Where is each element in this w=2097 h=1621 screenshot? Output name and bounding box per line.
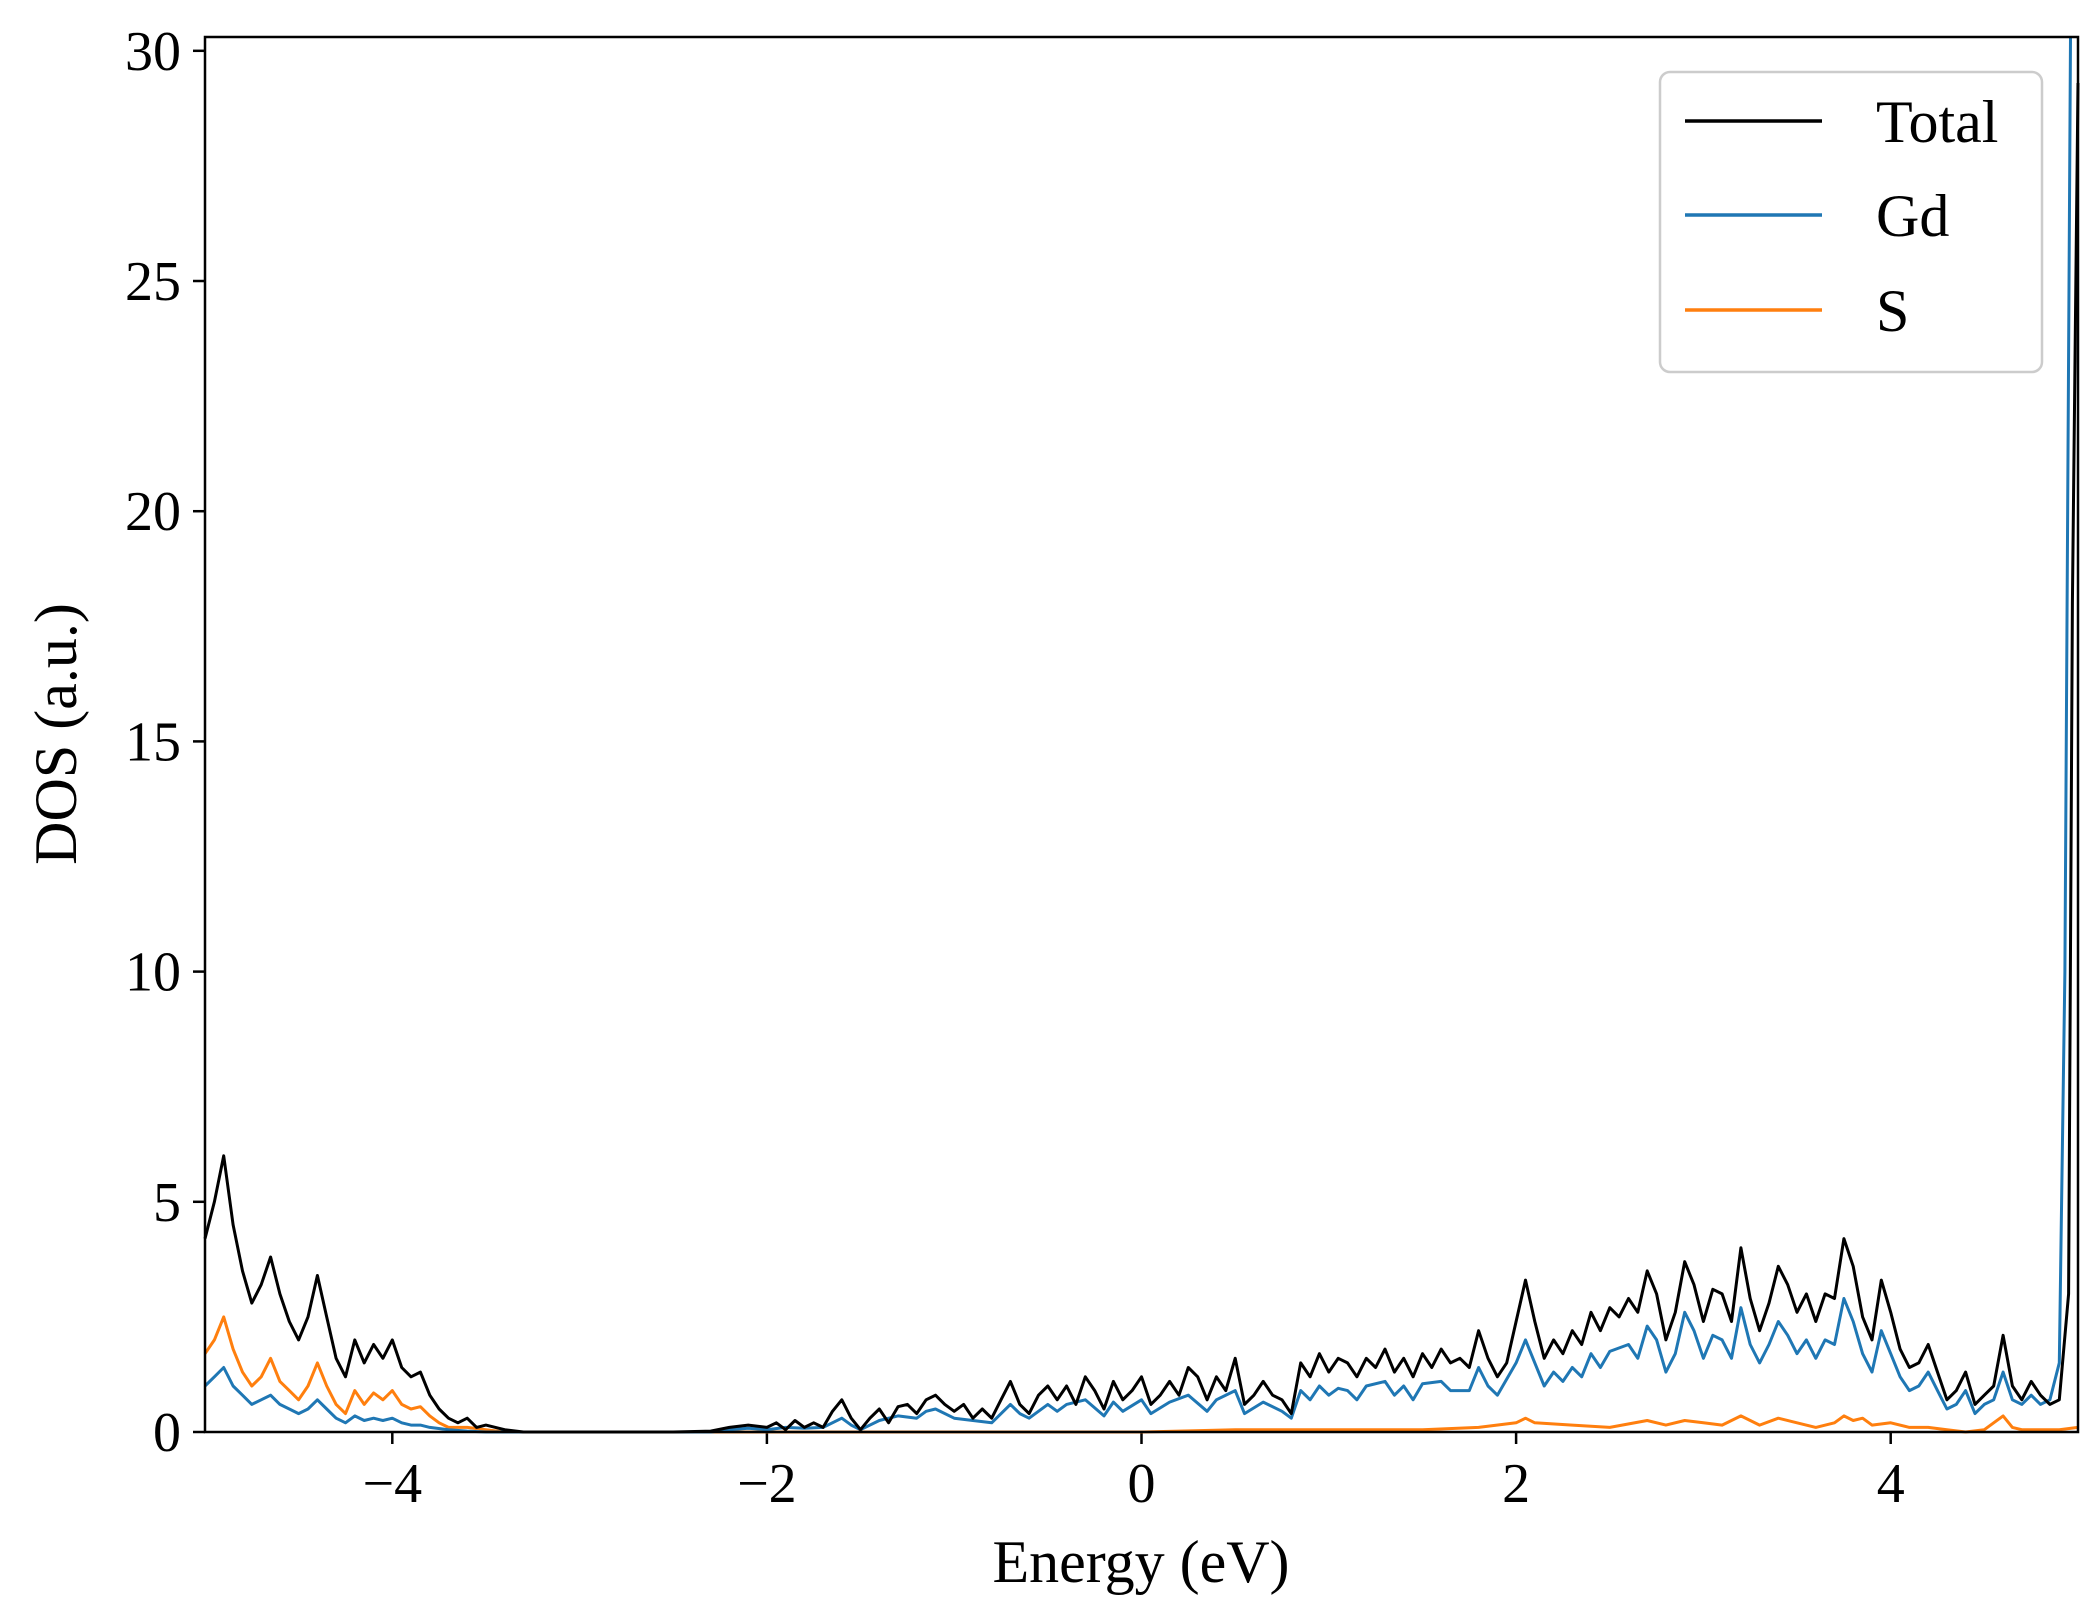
y-tick-label: 0 xyxy=(153,1402,181,1464)
x-tick-label: −4 xyxy=(363,1453,423,1515)
y-tick-label: 25 xyxy=(125,251,181,313)
x-tick-label: 4 xyxy=(1877,1453,1905,1515)
x-tick-label: −2 xyxy=(737,1453,797,1515)
series-line-s xyxy=(203,1315,2079,1434)
ticks-layer: −4 −2 0 2 4 0 5 10 15 20 25 30 xyxy=(125,21,1905,1515)
plot-frame xyxy=(203,35,2080,1434)
series-layer xyxy=(203,36,2080,1434)
series-line-gd xyxy=(203,36,2072,1434)
legend-label-s: S xyxy=(1876,278,1909,344)
legend-label-total: Total xyxy=(1876,89,1998,155)
y-tick-label: 15 xyxy=(125,711,181,773)
y-tick-label: 30 xyxy=(125,21,181,83)
legend-label-gd: Gd xyxy=(1876,183,1949,249)
y-tick-label: 10 xyxy=(125,942,181,1004)
y-tick-label: 20 xyxy=(125,481,181,543)
y-axis-label: DOS (a.u.) xyxy=(23,603,89,865)
x-tick-label: 2 xyxy=(1502,1453,1530,1515)
x-axis-label: Energy (eV) xyxy=(992,1529,1289,1595)
legend-box xyxy=(1658,70,2044,374)
x-tick-label: 0 xyxy=(1128,1453,1156,1515)
series-line-total xyxy=(203,82,2080,1434)
legend: Total Gd S xyxy=(1658,70,2044,374)
y-tick-label: 5 xyxy=(153,1172,181,1234)
